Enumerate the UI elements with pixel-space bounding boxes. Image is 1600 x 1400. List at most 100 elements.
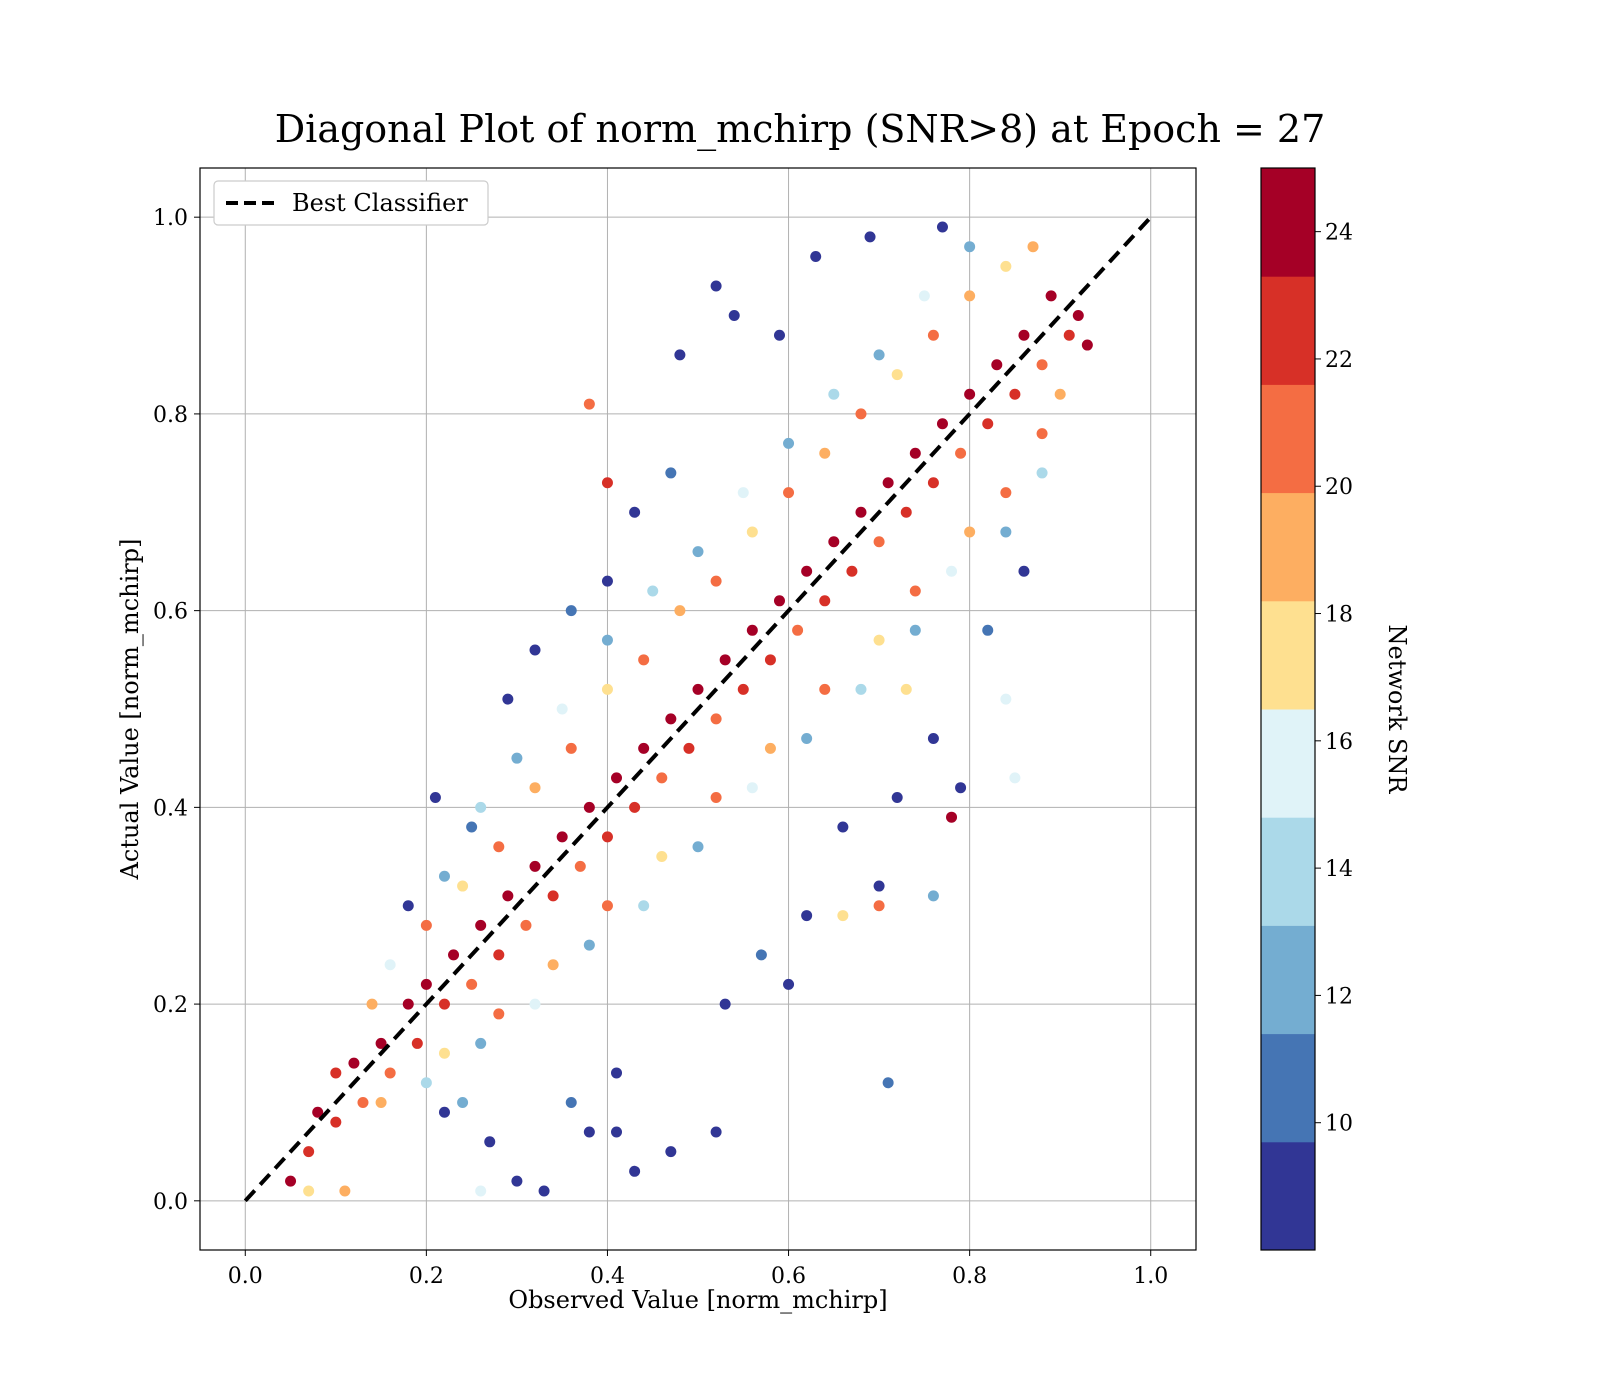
data-point [502, 693, 514, 705]
data-point [411, 1037, 423, 1049]
colorbar-tick-label: 16 [1325, 730, 1353, 755]
x-tick-label: 1.0 [1133, 1264, 1168, 1289]
data-point [601, 900, 613, 912]
data-point [946, 565, 958, 577]
data-point [909, 624, 921, 636]
data-point [330, 1116, 342, 1128]
data-point [574, 860, 586, 872]
data-point [1000, 526, 1012, 538]
data-point [375, 1096, 387, 1108]
data-point [964, 526, 976, 538]
data-point [764, 742, 776, 754]
data-point [737, 487, 749, 499]
data-point [927, 329, 939, 341]
data-point [1000, 693, 1012, 705]
chart-title: Diagonal Plot of norm_mchirp (SNR>8) at … [275, 107, 1326, 152]
data-point [656, 851, 668, 863]
data-point [882, 477, 894, 489]
data-point [674, 605, 686, 617]
data-point [819, 447, 831, 459]
data-point [991, 359, 1003, 371]
colorbar-tick-label: 12 [1325, 984, 1353, 1009]
y-tick-label: 0.8 [153, 403, 188, 428]
data-point [1036, 359, 1048, 371]
data-point [746, 526, 758, 538]
colorbar-segment [1261, 1033, 1315, 1143]
data-point [601, 575, 613, 587]
data-point [647, 585, 659, 597]
data-point [502, 890, 514, 902]
data-point [638, 900, 650, 912]
colorbar-tick-label: 24 [1325, 221, 1353, 246]
data-point [801, 733, 813, 745]
data-point [511, 752, 523, 764]
data-point [1072, 310, 1084, 322]
data-point [692, 683, 704, 695]
data-point [692, 546, 704, 558]
data-point [927, 733, 939, 745]
data-points [285, 221, 1093, 1197]
data-point [303, 1146, 315, 1158]
colorbar-segment [1261, 925, 1315, 1035]
data-point [601, 831, 613, 843]
data-point [1018, 329, 1030, 341]
data-point [375, 1037, 387, 1049]
data-point [556, 831, 568, 843]
data-point [484, 1136, 496, 1148]
colorbar-tick-label: 10 [1325, 1112, 1353, 1137]
data-point [665, 467, 677, 479]
data-point [801, 565, 813, 577]
y-tick-label: 0.6 [153, 600, 188, 625]
data-point [565, 1096, 577, 1108]
data-point [529, 998, 541, 1010]
data-point [900, 683, 912, 695]
data-point [746, 624, 758, 636]
data-point [583, 801, 595, 813]
x-tick-label: 0.2 [409, 1264, 444, 1289]
data-point [547, 959, 559, 971]
data-point [773, 595, 785, 607]
colorbar-segment [1261, 817, 1315, 926]
data-point [285, 1175, 297, 1187]
data-point [665, 713, 677, 725]
data-point [330, 1067, 342, 1079]
data-point [656, 772, 668, 784]
data-point [964, 388, 976, 400]
data-point [475, 801, 487, 813]
data-point [611, 772, 623, 784]
data-point [457, 880, 469, 892]
data-point [556, 703, 568, 715]
data-point [384, 1067, 396, 1079]
data-point [493, 1008, 505, 1020]
data-point [357, 1096, 369, 1108]
legend-entry-best-classifier: Best Classifier [292, 189, 468, 217]
data-point [638, 654, 650, 666]
data-point [529, 644, 541, 656]
y-tick-label: 1.0 [153, 206, 188, 231]
data-point [936, 221, 948, 233]
data-point [900, 506, 912, 518]
data-point [837, 821, 849, 833]
y-axis-ticks: 0.0 0.2 0.4 0.6 0.8 1.0 [153, 206, 200, 1215]
data-point [846, 565, 858, 577]
data-point [719, 998, 731, 1010]
data-point [819, 595, 831, 607]
data-point [982, 624, 994, 636]
data-point [783, 487, 795, 499]
data-point [638, 742, 650, 754]
data-point [882, 1077, 894, 1089]
data-point [927, 477, 939, 489]
data-point [936, 418, 948, 430]
data-point [601, 634, 613, 646]
data-point [1045, 290, 1057, 302]
data-point [955, 782, 967, 794]
data-point [674, 349, 686, 361]
data-point [783, 978, 795, 990]
data-point [773, 329, 785, 341]
data-point [565, 742, 577, 754]
colorbar-frame [1260, 167, 1316, 1251]
data-point [429, 792, 441, 804]
data-point [1000, 487, 1012, 499]
data-point [1000, 260, 1012, 272]
data-point [783, 437, 795, 449]
